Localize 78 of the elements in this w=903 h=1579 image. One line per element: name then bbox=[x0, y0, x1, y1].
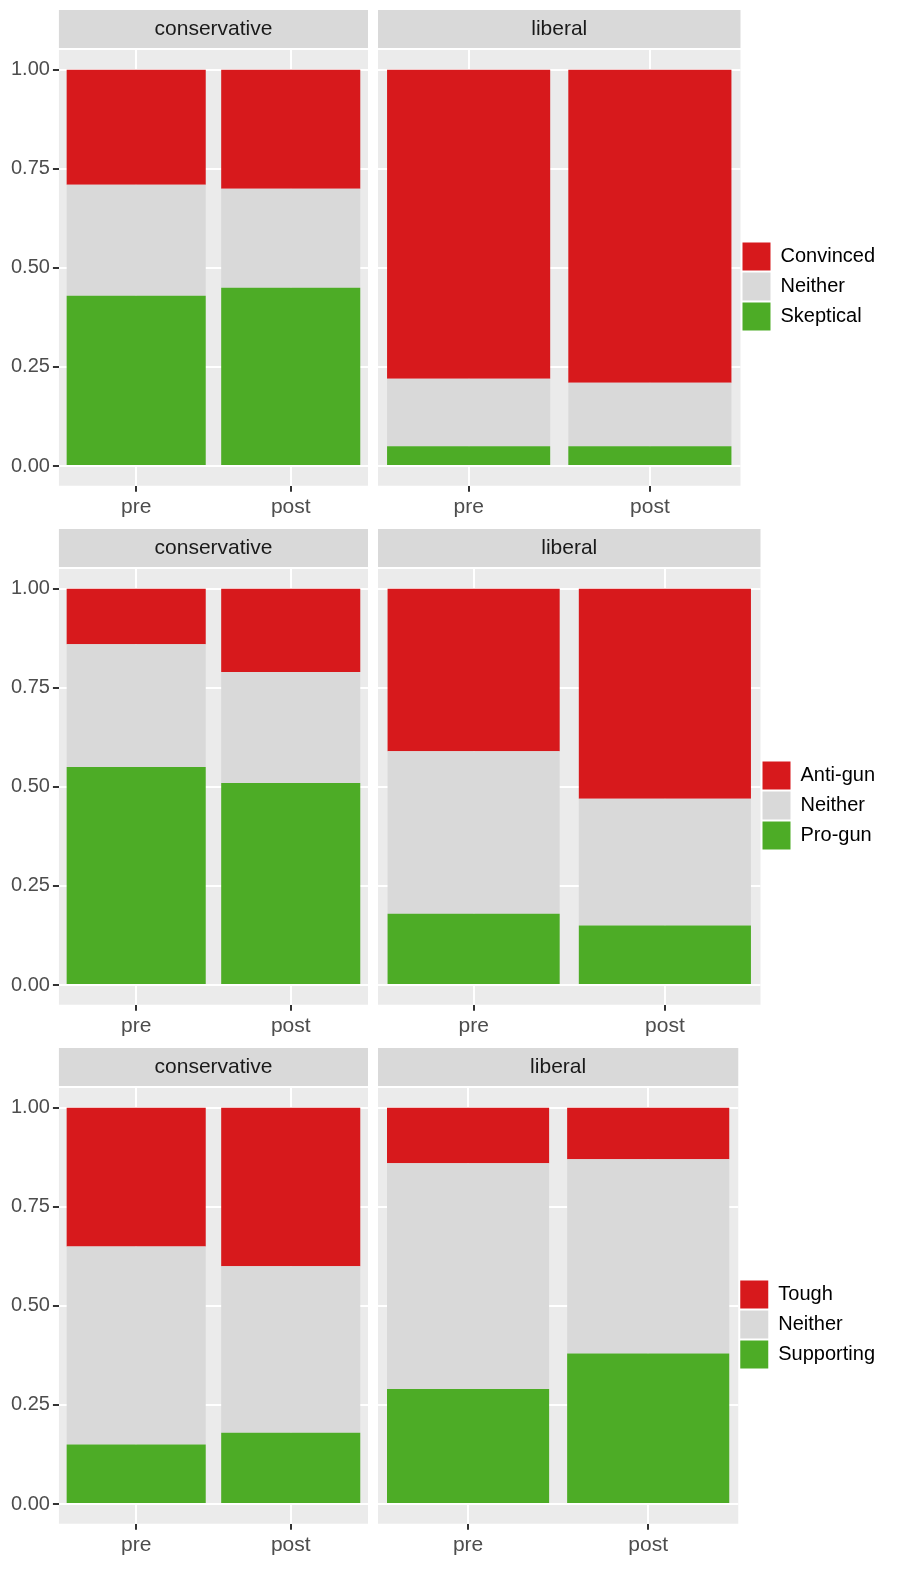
bar bbox=[568, 446, 732, 465]
bar bbox=[66, 1107, 206, 1247]
y-tick-label: 0.75 bbox=[10, 675, 50, 698]
bar bbox=[387, 588, 560, 752]
chart-title: liberal bbox=[531, 15, 588, 39]
chart-title: conservative bbox=[154, 534, 273, 558]
bar bbox=[221, 588, 361, 673]
bar bbox=[387, 1389, 550, 1503]
y-tick-label: 0.00 bbox=[10, 972, 50, 995]
x-tick-label: post bbox=[645, 1013, 685, 1037]
bar bbox=[66, 1246, 206, 1445]
x-tick-label: post bbox=[270, 1532, 311, 1556]
y-tick-label: 0.00 bbox=[10, 1491, 50, 1514]
bar bbox=[578, 798, 751, 926]
x-tick-label: pre bbox=[453, 494, 484, 518]
bar bbox=[66, 588, 206, 645]
bar bbox=[387, 1107, 550, 1164]
y-tick-label: 0.75 bbox=[10, 156, 50, 179]
bar bbox=[66, 295, 206, 465]
x-tick-label: post bbox=[270, 494, 311, 518]
bar bbox=[221, 1107, 361, 1267]
bar bbox=[568, 382, 732, 447]
bar bbox=[387, 378, 551, 447]
y-tick-label: 0.50 bbox=[10, 255, 50, 278]
bar bbox=[221, 188, 361, 288]
bar bbox=[221, 672, 361, 783]
bar bbox=[221, 287, 361, 465]
chart-title: conservative bbox=[154, 15, 273, 39]
bar bbox=[567, 1107, 730, 1160]
bar bbox=[66, 1444, 206, 1503]
x-tick-label: pre bbox=[452, 1532, 484, 1556]
legend-label: Convinced bbox=[780, 244, 876, 267]
bar bbox=[387, 1163, 550, 1390]
chart-title: liberal bbox=[530, 1053, 587, 1077]
legend-label: Tough bbox=[778, 1282, 833, 1305]
x-tick-label: pre bbox=[121, 1013, 152, 1037]
y-tick-label: 0.75 bbox=[10, 1194, 50, 1217]
legend-label: Neither bbox=[800, 793, 866, 816]
bar bbox=[387, 446, 551, 465]
y-tick-label: 0.25 bbox=[10, 354, 50, 377]
x-tick-label: post bbox=[270, 1013, 311, 1037]
x-tick-label: post bbox=[630, 494, 670, 518]
x-tick-label: post bbox=[628, 1532, 669, 1556]
bar bbox=[221, 1266, 361, 1433]
y-tick-label: 0.00 bbox=[10, 453, 50, 476]
legend-label: Neither bbox=[778, 1312, 844, 1335]
bar bbox=[578, 588, 751, 799]
x-tick-label: pre bbox=[121, 494, 152, 518]
legend-label: Skeptical bbox=[780, 304, 862, 327]
y-tick-label: 0.25 bbox=[10, 873, 50, 896]
bar bbox=[387, 913, 560, 984]
y-tick-label: 1.00 bbox=[10, 1095, 50, 1118]
bar bbox=[221, 1432, 361, 1503]
x-tick-label: pre bbox=[121, 1532, 152, 1556]
bar bbox=[387, 69, 551, 379]
legend-label: Anti-gun bbox=[800, 763, 876, 786]
bar bbox=[568, 69, 732, 383]
bar bbox=[66, 767, 206, 984]
bar bbox=[567, 1159, 730, 1354]
bar bbox=[387, 751, 560, 914]
y-tick-label: 0.50 bbox=[10, 1293, 50, 1316]
legend-label: Supporting bbox=[778, 1342, 876, 1365]
y-tick-label: 1.00 bbox=[10, 57, 50, 80]
x-tick-label: pre bbox=[458, 1013, 489, 1037]
y-tick-label: 1.00 bbox=[10, 576, 50, 599]
y-tick-label: 0.25 bbox=[10, 1392, 50, 1415]
bar bbox=[66, 69, 206, 185]
bar bbox=[221, 782, 361, 984]
bar bbox=[567, 1353, 730, 1503]
bar bbox=[66, 644, 206, 768]
y-tick-label: 0.50 bbox=[10, 774, 50, 797]
legend-label: Neither bbox=[780, 274, 846, 297]
legend-label: Pro-gun bbox=[800, 823, 872, 846]
chart-title: liberal bbox=[541, 534, 598, 558]
bar bbox=[578, 925, 751, 984]
bar bbox=[221, 69, 361, 189]
bar bbox=[66, 184, 206, 296]
chart-title: conservative bbox=[154, 1053, 273, 1077]
